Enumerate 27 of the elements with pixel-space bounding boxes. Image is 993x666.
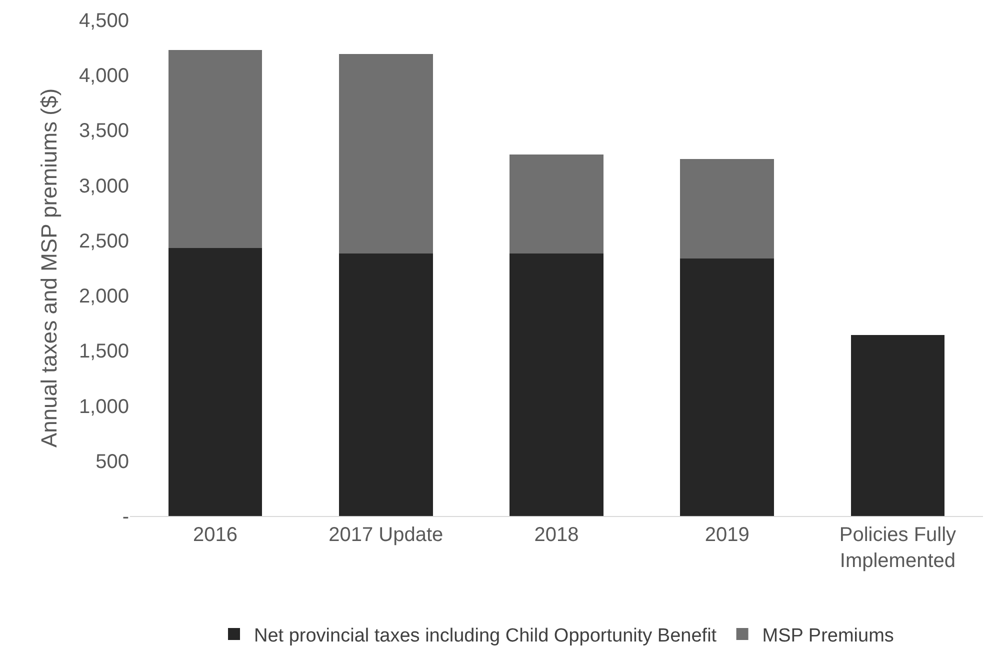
y-tick-label: 1,500 xyxy=(78,340,129,363)
y-tick-label: 3,500 xyxy=(78,120,129,142)
legend-label: Net provincial taxes including Child Opportunity Benefit xyxy=(254,625,718,646)
y-tick-label: 2,000 xyxy=(78,286,129,308)
x-tick-label: 2017 Update xyxy=(328,524,444,546)
y-tick-label: 500 xyxy=(96,450,129,473)
bar xyxy=(510,254,604,516)
legend-label: MSP Premiums xyxy=(762,625,894,646)
x-tick-label: 2018 xyxy=(534,524,579,546)
y-tick-label: 1,000 xyxy=(78,396,129,418)
y-tick-label: - xyxy=(122,506,129,528)
y-tick-label: 3,000 xyxy=(78,175,129,198)
y-tick-label: 4,000 xyxy=(78,65,129,88)
y-tick-label: 2,500 xyxy=(78,230,129,252)
bar xyxy=(338,254,433,516)
bar xyxy=(680,258,774,516)
y-tick-label: 4,500 xyxy=(78,10,129,32)
x-tick-label: Policies Fully Implemented xyxy=(839,524,956,572)
bar xyxy=(510,154,604,254)
bar xyxy=(168,50,262,248)
x-tick-label: 2016 xyxy=(193,524,238,546)
bar xyxy=(680,158,774,259)
bar xyxy=(338,54,433,254)
bar xyxy=(850,335,945,516)
y-axis-title: Annual taxes and MSP premiums ($) xyxy=(36,88,62,448)
bar xyxy=(168,248,262,516)
x-tick-label: 2019 xyxy=(704,524,750,546)
